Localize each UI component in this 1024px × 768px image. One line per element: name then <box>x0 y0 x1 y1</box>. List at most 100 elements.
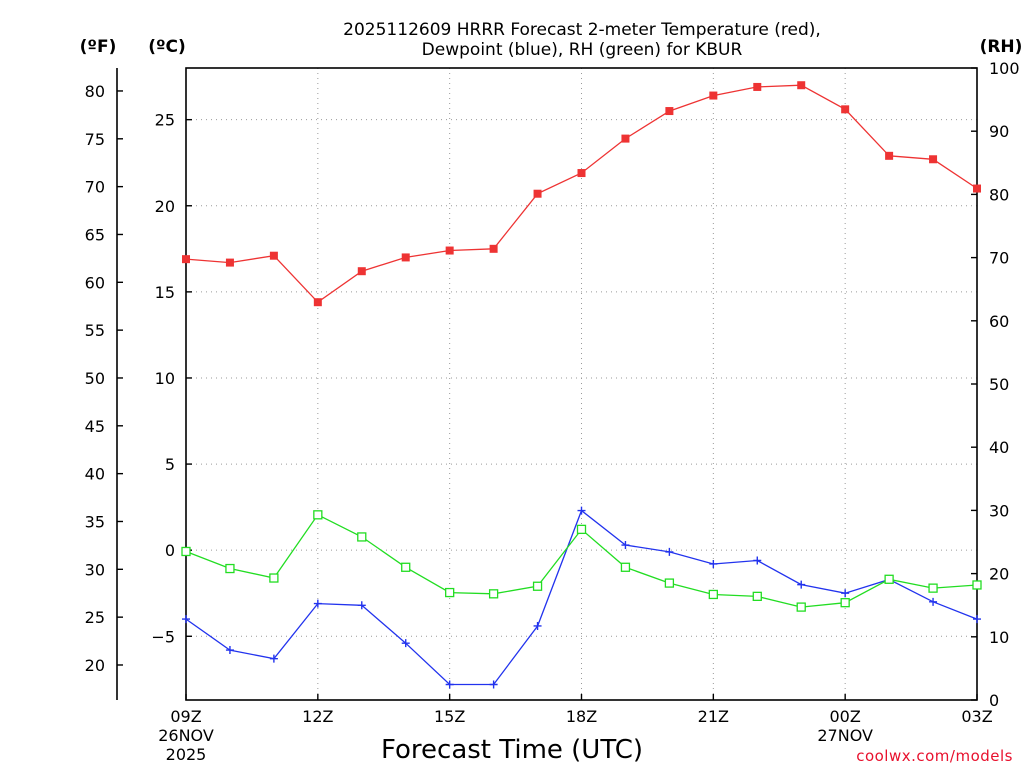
dewpoint-point <box>357 601 366 610</box>
dewpoint-point <box>225 646 234 655</box>
rh-tick-label: 10 <box>989 628 1009 647</box>
dewpoint-point <box>929 597 938 606</box>
rh-tick-label: 70 <box>989 249 1009 268</box>
temperature-point <box>929 155 938 164</box>
x-tick-label: 12Z <box>302 707 333 726</box>
dewpoint-point <box>665 547 674 556</box>
fahrenheit-unit-label: (ºF) <box>80 37 117 57</box>
rh-point <box>313 510 323 520</box>
x-tick-date-label: 27NOV <box>817 726 873 745</box>
rh-point <box>488 589 499 599</box>
celsius-tick-label: 0 <box>165 541 175 560</box>
x-tick-label: 09Z <box>170 707 201 726</box>
dewpoint-point <box>841 589 850 598</box>
rh-point <box>928 583 938 593</box>
temperature-point <box>621 134 630 143</box>
celsius-tick-label: 15 <box>155 283 175 302</box>
rh-point <box>972 580 982 590</box>
celsius-tick-label: 10 <box>155 369 175 388</box>
x-tick-label: 00Z <box>830 707 861 726</box>
x-tick-date-label: 26NOV <box>158 726 214 745</box>
celsius-tick-label: −5 <box>151 627 175 646</box>
temperature-point <box>225 258 234 267</box>
dewpoint-point <box>182 615 190 624</box>
temperature-point <box>269 251 278 260</box>
rh-tick-label: 50 <box>989 375 1009 394</box>
fahrenheit-tick-label: 70 <box>85 178 105 197</box>
dewpoint-point <box>577 506 586 515</box>
rh-tick-label: 100 <box>989 59 1020 78</box>
rh-tick-label: 20 <box>989 565 1009 584</box>
temperature-point <box>533 189 542 198</box>
temperature-point <box>841 105 850 114</box>
temperature-point <box>357 267 366 276</box>
rh-point <box>664 578 675 588</box>
temperature-point <box>709 91 718 100</box>
rh-point <box>708 589 718 600</box>
dewpoint-point <box>401 639 410 648</box>
rh-point <box>401 562 411 572</box>
celsius-unit-label: (ºC) <box>148 37 186 57</box>
gridlines <box>186 68 977 700</box>
rh-point <box>445 587 455 598</box>
rh-point <box>181 546 191 557</box>
rh-tick-label: 0 <box>989 691 999 710</box>
fahrenheit-tick-label: 35 <box>85 512 105 531</box>
data-series <box>181 81 982 689</box>
temperature-point <box>489 244 498 253</box>
temperature-point <box>973 184 981 193</box>
rh-point <box>796 602 806 612</box>
x-tick-label: 21Z <box>698 707 729 726</box>
temperature-point <box>401 253 410 262</box>
dewpoint-point <box>489 680 498 689</box>
rh-tick-label: 90 <box>989 122 1009 141</box>
fahrenheit-tick-label: 30 <box>85 560 105 579</box>
dewpoint-point <box>621 541 630 550</box>
temperature-point <box>753 82 762 91</box>
temperature-point <box>665 107 674 116</box>
rh-point <box>225 563 235 574</box>
rh-point <box>576 524 587 535</box>
rh-point <box>532 581 543 591</box>
x-tick-year-label: 2025 <box>166 745 207 764</box>
fahrenheit-tick-label: 25 <box>85 608 105 627</box>
rh-point <box>269 573 279 583</box>
rh-tick-label: 60 <box>989 312 1009 331</box>
temperature-point <box>182 255 190 264</box>
fahrenheit-tick-label: 55 <box>85 321 105 340</box>
rh-unit-label: (RH) <box>980 37 1023 57</box>
dewpoint-point <box>269 654 278 663</box>
fahrenheit-tick-label: 45 <box>85 417 105 436</box>
dewpoint-point <box>797 580 806 589</box>
x-tick-label: 18Z <box>566 707 597 726</box>
fahrenheit-tick-label: 65 <box>85 225 105 244</box>
axis-ticks: 20253035404550556065707580−5051015202501… <box>85 59 1020 764</box>
celsius-tick-label: 25 <box>155 111 175 130</box>
rh-point <box>884 574 894 584</box>
temperature-point <box>885 151 894 160</box>
fahrenheit-tick-label: 75 <box>85 130 105 149</box>
chart-title-line1: 2025112609 HRRR Forecast 2-meter Tempera… <box>343 20 821 40</box>
temperature-point <box>445 246 454 255</box>
temperature-point <box>577 169 586 178</box>
chart-title-line2: Dewpoint (blue), RH (green) for KBUR <box>422 40 743 60</box>
dewpoint-point <box>533 621 542 630</box>
rh-tick-label: 40 <box>989 438 1009 457</box>
dewpoint-point <box>753 556 762 565</box>
rh-point <box>620 562 631 572</box>
celsius-tick-label: 5 <box>165 455 175 474</box>
rh-point <box>752 591 762 602</box>
fahrenheit-tick-label: 40 <box>85 465 105 484</box>
dewpoint-point <box>313 599 322 608</box>
rh-tick-label: 80 <box>989 185 1009 204</box>
x-axis-title: Forecast Time (UTC) <box>381 735 643 765</box>
source-credit: coolwx.com/models <box>856 747 1013 765</box>
dewpoint-point <box>709 559 718 568</box>
fahrenheit-tick-label: 50 <box>85 369 105 388</box>
x-tick-label: 03Z <box>961 707 992 726</box>
dewpoint-point <box>973 615 981 624</box>
fahrenheit-tick-label: 60 <box>85 273 105 292</box>
rh-tick-label: 30 <box>989 501 1009 520</box>
rh-point <box>357 532 367 542</box>
celsius-tick-label: 20 <box>155 197 175 216</box>
